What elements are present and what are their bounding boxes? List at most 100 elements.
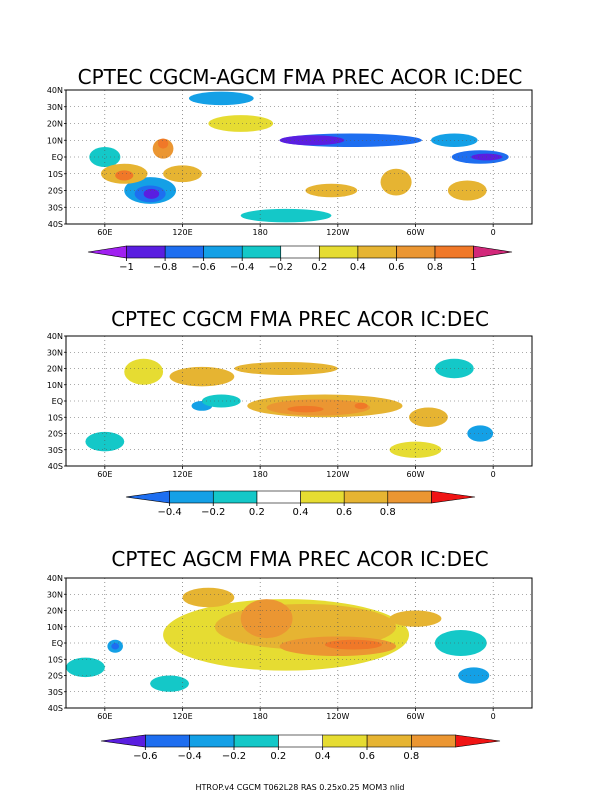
lat-tick-label: 30S [48, 446, 63, 455]
footer-caption: HTROP.v4 CGCM T062L28 RAS 0.25x0.25 MOM3… [196, 783, 405, 792]
longitude-axis: 60E 120E 180 120W 60W 0 [97, 466, 496, 479]
lon-tick-label: 0 [491, 712, 496, 721]
lon-tick-label: 180 [253, 712, 268, 721]
colorbar-segment [126, 245, 166, 259]
panel-title: CPTEC CGCM FMA PREC ACOR IC:DEC [111, 307, 489, 331]
correlation-blob [124, 358, 164, 385]
colorbar-segment [434, 245, 474, 259]
colorbar-label: 0.4 [315, 751, 331, 762]
colorbar-segment [473, 245, 513, 259]
colorbar-label: 0.8 [380, 507, 396, 518]
lat-tick-label: 30N [47, 590, 63, 599]
correlation-blob [434, 630, 487, 656]
lon-tick-label: 0 [491, 470, 496, 479]
correlation-blob [169, 366, 235, 387]
colorbar-label: −0.2 [269, 262, 293, 273]
colorbar-segment [164, 245, 204, 259]
lat-tick-label: 10S [48, 655, 63, 664]
correlation-blob [111, 643, 120, 650]
colorbar-label: −1 [119, 262, 134, 273]
colorbar-label: 0.6 [359, 751, 375, 762]
lat-tick-label: 10S [48, 413, 63, 422]
lat-tick-label: 30S [48, 688, 63, 697]
lat-tick-label: 10N [47, 381, 63, 390]
gridlines [66, 336, 532, 466]
correlation-blob [287, 405, 324, 413]
correlation-blob [240, 208, 332, 223]
colorbar-label: 0.2 [249, 507, 265, 518]
latitude-axis: 40N 30N 20N 10N EQ 10S 20S 30S 40S [47, 332, 66, 471]
lat-tick-label: 30N [47, 348, 63, 357]
colorbar-segment [256, 490, 301, 504]
correlation-blob [324, 639, 382, 650]
lat-tick-label: 20N [47, 120, 63, 129]
colorbar-label: −0.8 [153, 262, 177, 273]
longitude-axis: 60E 120E 180 120W 60W 0 [97, 224, 496, 237]
colorbar-segment [411, 734, 456, 748]
latitude-axis: 40N 30N 20N 10N EQ 10S 20S 30S 40S [47, 86, 66, 229]
colorbar-segment [100, 734, 146, 748]
correlation-blob [354, 402, 368, 410]
colorbar-label: 0.4 [293, 507, 309, 518]
lat-tick-label: EQ [52, 153, 63, 162]
gridlines [66, 578, 532, 708]
longitude-axis: 60E 120E 180 120W 60W 0 [97, 708, 496, 721]
correlation-blob [458, 667, 490, 684]
correlation-blob [115, 170, 134, 181]
lat-tick-label: 20N [47, 365, 63, 374]
correlation-blob [409, 407, 448, 427]
lat-tick-label: 20S [48, 187, 63, 196]
colorbar-label: −0.4 [178, 751, 202, 762]
colorbar-label: 0.2 [270, 751, 286, 762]
correlation-blob [150, 675, 189, 692]
colorbar-segment [455, 734, 501, 748]
colorbar-label: 0.6 [336, 507, 352, 518]
colorbar-segment [87, 245, 127, 259]
lat-tick-label: EQ [52, 639, 63, 648]
lon-tick-label: 120E [172, 712, 192, 721]
colorbar: −0.6 −0.4 −0.2 0.2 0.4 0.6 0.8 [100, 734, 501, 762]
lat-tick-label: EQ [52, 397, 63, 406]
colorbar-segment [212, 490, 258, 504]
colorbar-segment [396, 245, 436, 259]
colorbar-segment [125, 490, 170, 504]
lat-tick-label: 40N [47, 574, 63, 583]
correlation-blob [240, 599, 293, 639]
correlation-blob [85, 431, 125, 452]
lat-tick-label: 20S [48, 430, 63, 439]
correlation-blob [157, 138, 169, 149]
colorbar-label: −0.2 [201, 507, 225, 518]
lat-tick-label: 40S [48, 220, 63, 229]
colorbar-label: 0.8 [403, 751, 419, 762]
lon-tick-label: 60W [406, 228, 424, 237]
colorbar-segment [322, 734, 368, 748]
colorbar-label: −0.2 [222, 751, 246, 762]
lon-tick-label: 60E [97, 712, 112, 721]
lat-tick-label: 40N [47, 332, 63, 341]
panel-cgcm-agcm: CPTEC CGCM-AGCM FMA PREC ACOR IC:DEC 40N… [47, 65, 533, 273]
lon-tick-label: 60E [97, 470, 112, 479]
colorbar-segment [318, 245, 359, 259]
colorbar-label: 1 [470, 262, 476, 273]
lon-tick-label: 180 [253, 470, 268, 479]
map-field [66, 578, 532, 708]
colorbar-segment [203, 245, 243, 259]
colorbar-label: −0.4 [157, 507, 181, 518]
correlation-blob [305, 183, 358, 198]
lon-tick-label: 120W [326, 470, 349, 479]
colorbar-label: −0.6 [133, 751, 157, 762]
colorbar-label: 0.4 [350, 262, 366, 273]
colorbar: −0.4 −0.2 0.2 0.4 0.6 0.8 [125, 490, 476, 518]
lat-tick-label: 10S [48, 170, 63, 179]
colorbar-segment [343, 490, 389, 504]
correlation-blob [380, 168, 412, 196]
correlation-blob [143, 188, 160, 199]
lat-tick-label: 10N [47, 623, 63, 632]
lon-tick-label: 60W [406, 712, 424, 721]
colorbar-segment [357, 245, 397, 259]
colorbar-segment [189, 734, 235, 748]
lat-tick-label: 40S [48, 704, 63, 713]
lon-tick-label: 0 [491, 228, 496, 237]
colorbar-segment [145, 734, 190, 748]
